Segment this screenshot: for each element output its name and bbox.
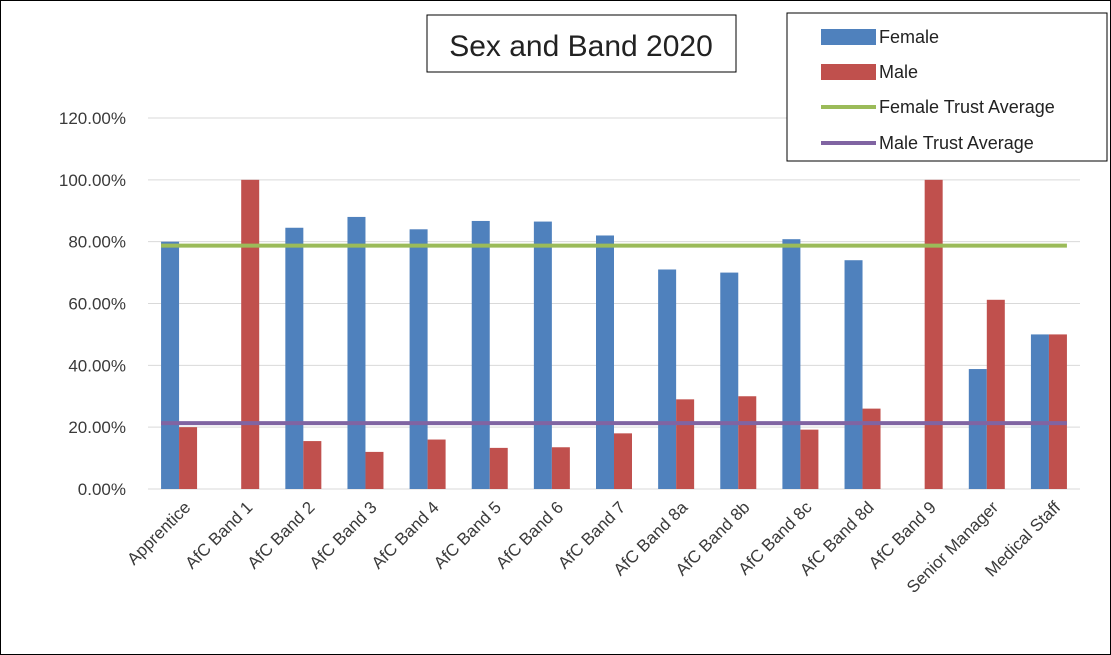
bar-female bbox=[285, 227, 304, 490]
bar-male bbox=[738, 396, 757, 489]
bar-female bbox=[782, 239, 801, 489]
y-tick-label: 40.00% bbox=[68, 356, 126, 375]
bar-male bbox=[551, 447, 570, 489]
bar-female bbox=[409, 229, 428, 490]
y-tick-label: 60.00% bbox=[68, 295, 126, 314]
chart-title-box: Sex and Band 2020 bbox=[426, 14, 737, 73]
bar-female bbox=[161, 241, 180, 489]
y-tick-label: 20.00% bbox=[68, 418, 126, 437]
bar-male bbox=[179, 427, 198, 489]
bar-female bbox=[658, 269, 677, 489]
y-tick-label: 100.00% bbox=[59, 171, 126, 190]
bar-male bbox=[303, 441, 322, 489]
bar-male bbox=[614, 433, 632, 489]
bar-female bbox=[720, 272, 739, 489]
y-axis-ticks: 0.00% 20.00% 40.00% 60.00% 80.00% 100.00% 120.… bbox=[59, 109, 126, 499]
legend-label-male: Male bbox=[879, 62, 918, 82]
legend-swatch-female bbox=[821, 29, 876, 45]
average-lines bbox=[161, 243, 1067, 426]
bar-male bbox=[800, 429, 819, 489]
bar-female bbox=[844, 260, 863, 489]
bar-female bbox=[533, 221, 552, 489]
bar-male bbox=[676, 399, 695, 489]
legend-label-female-trust-average: Female Trust Average bbox=[879, 97, 1055, 117]
bar-female bbox=[471, 220, 490, 489]
legend: Female Male Female Trust Average Male Trust… bbox=[786, 12, 1108, 162]
bar-female bbox=[968, 369, 987, 489]
bar-female bbox=[1030, 334, 1049, 489]
bar-male bbox=[427, 439, 446, 489]
bar-male bbox=[1048, 334, 1067, 489]
bar-male bbox=[924, 179, 943, 490]
legend-label-male-trust-average: Male Trust Average bbox=[879, 133, 1034, 153]
legend-label-female: Female bbox=[879, 27, 939, 47]
y-tick-label: 120.00% bbox=[59, 109, 126, 128]
legend-swatch-male bbox=[821, 64, 876, 80]
bar-male bbox=[365, 451, 384, 489]
bar-male bbox=[986, 299, 1005, 489]
y-tick-label: 80.00% bbox=[68, 233, 126, 252]
chart-title: Sex and Band 2020 bbox=[449, 30, 713, 63]
bar-male bbox=[241, 179, 260, 490]
bar-male bbox=[862, 408, 881, 489]
bar-female bbox=[596, 235, 614, 489]
bars bbox=[161, 179, 1067, 490]
y-tick-label: 0.00% bbox=[78, 480, 126, 499]
bar-male bbox=[489, 447, 508, 489]
bar-female bbox=[347, 216, 366, 489]
